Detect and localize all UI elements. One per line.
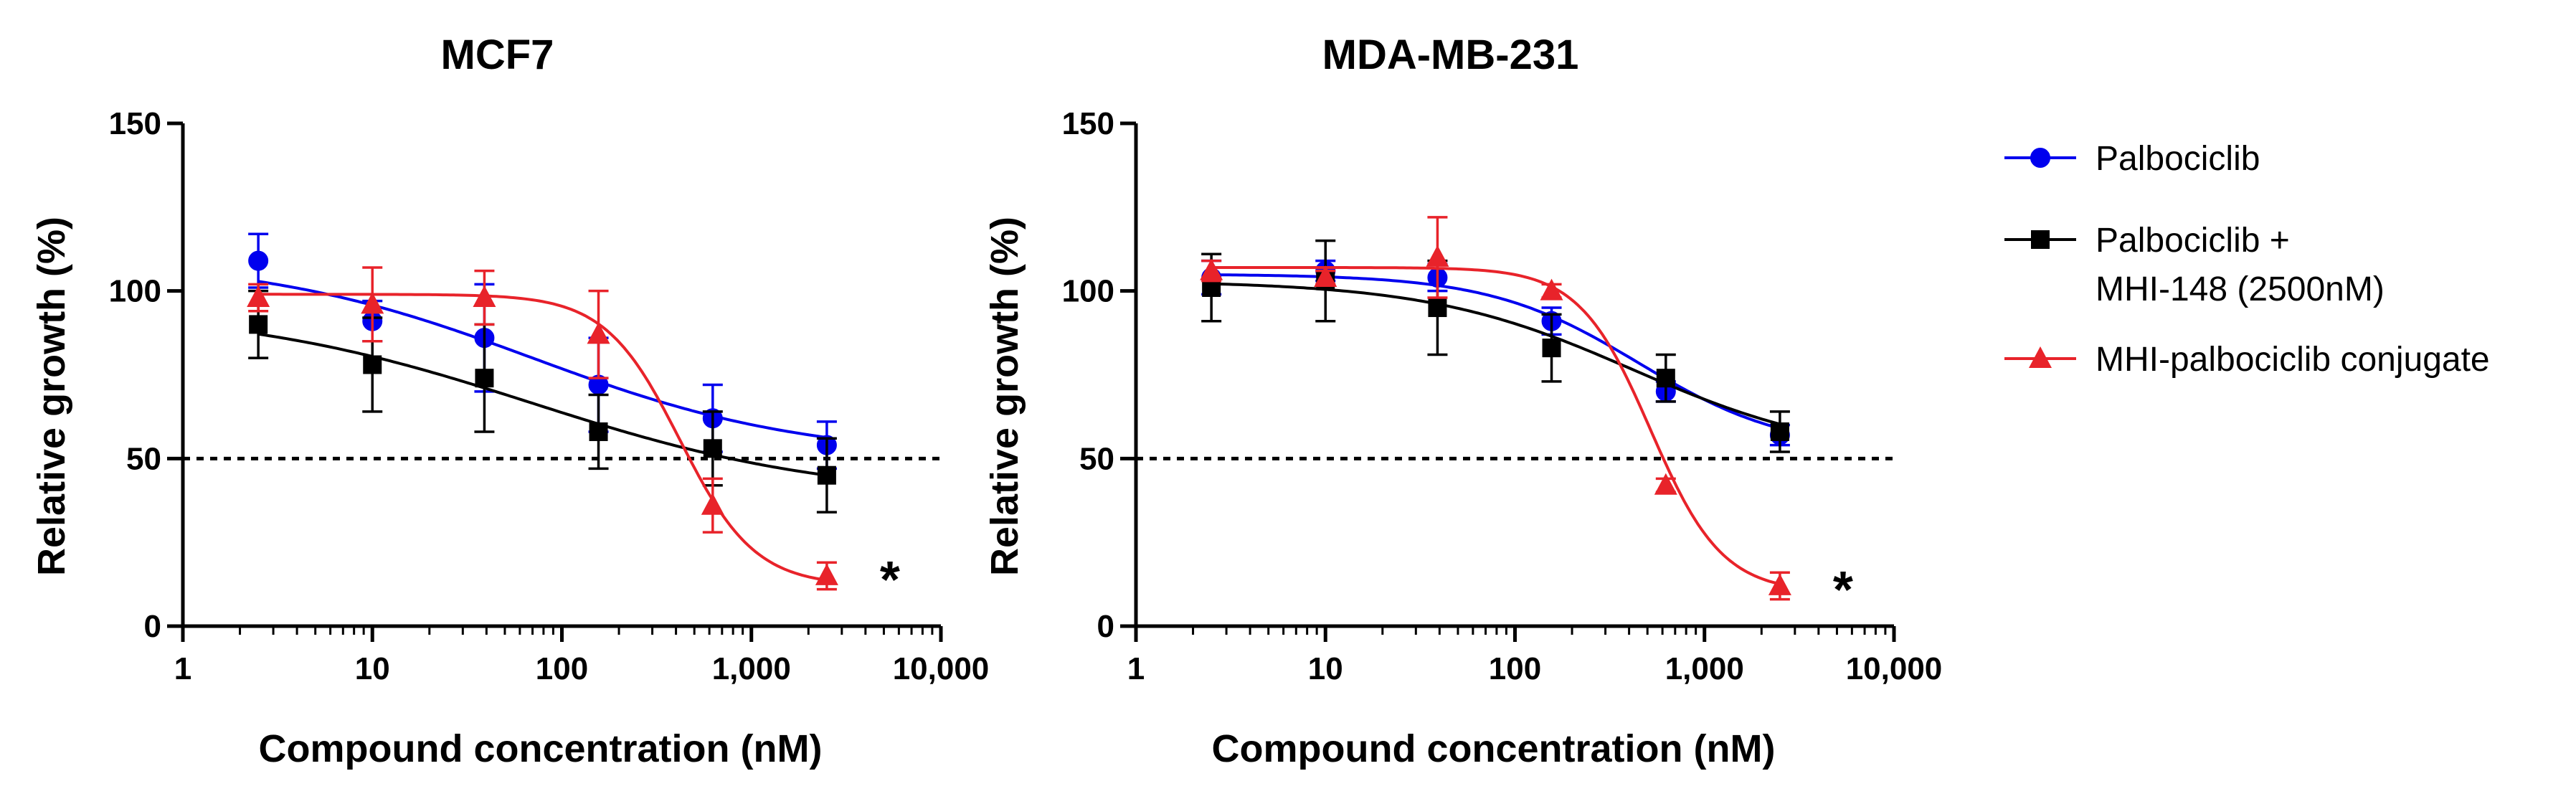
fit-curve xyxy=(1211,266,1781,586)
data-point xyxy=(1200,258,1223,280)
data-point xyxy=(475,369,494,388)
chart-title: MDA-MB-231 xyxy=(1322,32,1579,78)
significance-star: * xyxy=(1833,562,1853,619)
data-point xyxy=(1770,422,1789,441)
x-tick-label: 100 xyxy=(536,651,588,686)
x-tick-label: 100 xyxy=(1489,651,1541,686)
fit-curve xyxy=(1211,273,1781,430)
legend: Palbociclib Palbociclib + MHI-148 (2500nM)… xyxy=(2004,140,2490,379)
series-2 xyxy=(247,266,838,591)
y-tick-label: 100 xyxy=(1062,274,1114,309)
x-tick-label: 10,000 xyxy=(893,651,990,686)
y-tick-label: 100 xyxy=(109,274,161,309)
legend-entry-2: MHI-palbociclib conjugate xyxy=(2004,341,2490,379)
data-point xyxy=(1654,473,1677,495)
x-tick-label: 10 xyxy=(1308,651,1343,686)
legend-label: Palbociclib xyxy=(2096,140,2260,178)
fit-curve xyxy=(258,293,828,582)
data-point xyxy=(1768,573,1791,595)
series-0 xyxy=(1201,259,1790,447)
legend-marker xyxy=(2030,148,2050,168)
data-point xyxy=(701,493,724,515)
legend-label: Palbociclib + xyxy=(2096,222,2290,260)
y-tick-label: 0 xyxy=(144,609,161,644)
x-axis-label: Compound concentration (nM) xyxy=(1212,727,1776,770)
data-point xyxy=(703,439,722,458)
y-tick-label: 50 xyxy=(1079,441,1114,476)
data-point xyxy=(248,250,269,271)
x-axis-label: Compound concentration (nM) xyxy=(259,727,823,770)
data-point xyxy=(247,285,270,308)
data-point xyxy=(363,355,382,374)
data-point xyxy=(473,285,496,308)
legend-entry-0: Palbociclib xyxy=(2004,140,2260,178)
data-point xyxy=(361,292,384,314)
series-1 xyxy=(1201,239,1790,453)
data-point xyxy=(589,422,608,441)
x-tick-label: 1 xyxy=(1127,651,1145,686)
data-point xyxy=(1540,278,1563,301)
x-tick-label: 1,000 xyxy=(712,651,791,686)
y-axis-label: Relative growth (%) xyxy=(30,217,73,576)
y-tick-label: 150 xyxy=(1062,106,1114,141)
legend-entry-1: Palbociclib + MHI-148 (2500nM) xyxy=(2004,222,2385,308)
data-point xyxy=(1428,298,1447,318)
data-point xyxy=(1656,369,1675,388)
data-point xyxy=(587,322,610,344)
legend-marker xyxy=(2029,346,2052,368)
data-point xyxy=(249,315,268,334)
fit-curve xyxy=(257,332,828,477)
series-2 xyxy=(1200,216,1791,601)
legend-label: MHI-148 (2500nM) xyxy=(2096,270,2385,308)
x-tick-label: 1 xyxy=(174,651,191,686)
significance-star: * xyxy=(880,552,900,609)
x-tick-label: 10 xyxy=(355,651,390,686)
legend-marker xyxy=(2031,230,2050,249)
data-point xyxy=(815,563,838,585)
x-tick-label: 1,000 xyxy=(1665,651,1744,686)
data-point xyxy=(1314,265,1337,287)
data-point xyxy=(1542,339,1561,358)
chart-title: MCF7 xyxy=(441,32,554,78)
y-tick-label: 150 xyxy=(109,106,161,141)
chart-panel-0: MCF7 0 50 100 150 1 10 100 1,000 10,000 Compound c… xyxy=(30,32,989,770)
fit-curve xyxy=(1211,282,1781,426)
fit-curve xyxy=(257,280,828,439)
x-tick-label: 10,000 xyxy=(1846,651,1943,686)
data-point xyxy=(817,465,836,485)
legend-label: MHI-palbociclib conjugate xyxy=(2096,341,2490,379)
y-tick-label: 0 xyxy=(1097,609,1114,644)
y-axis-label: Relative growth (%) xyxy=(983,217,1026,576)
chart-panel-1: MDA-MB-231 0 50 100 150 1 10 100 1,000 10,000 Comp… xyxy=(983,32,1942,770)
series-1 xyxy=(248,289,837,514)
data-point xyxy=(1426,245,1449,267)
series-0 xyxy=(248,232,837,470)
y-tick-label: 50 xyxy=(126,441,161,476)
